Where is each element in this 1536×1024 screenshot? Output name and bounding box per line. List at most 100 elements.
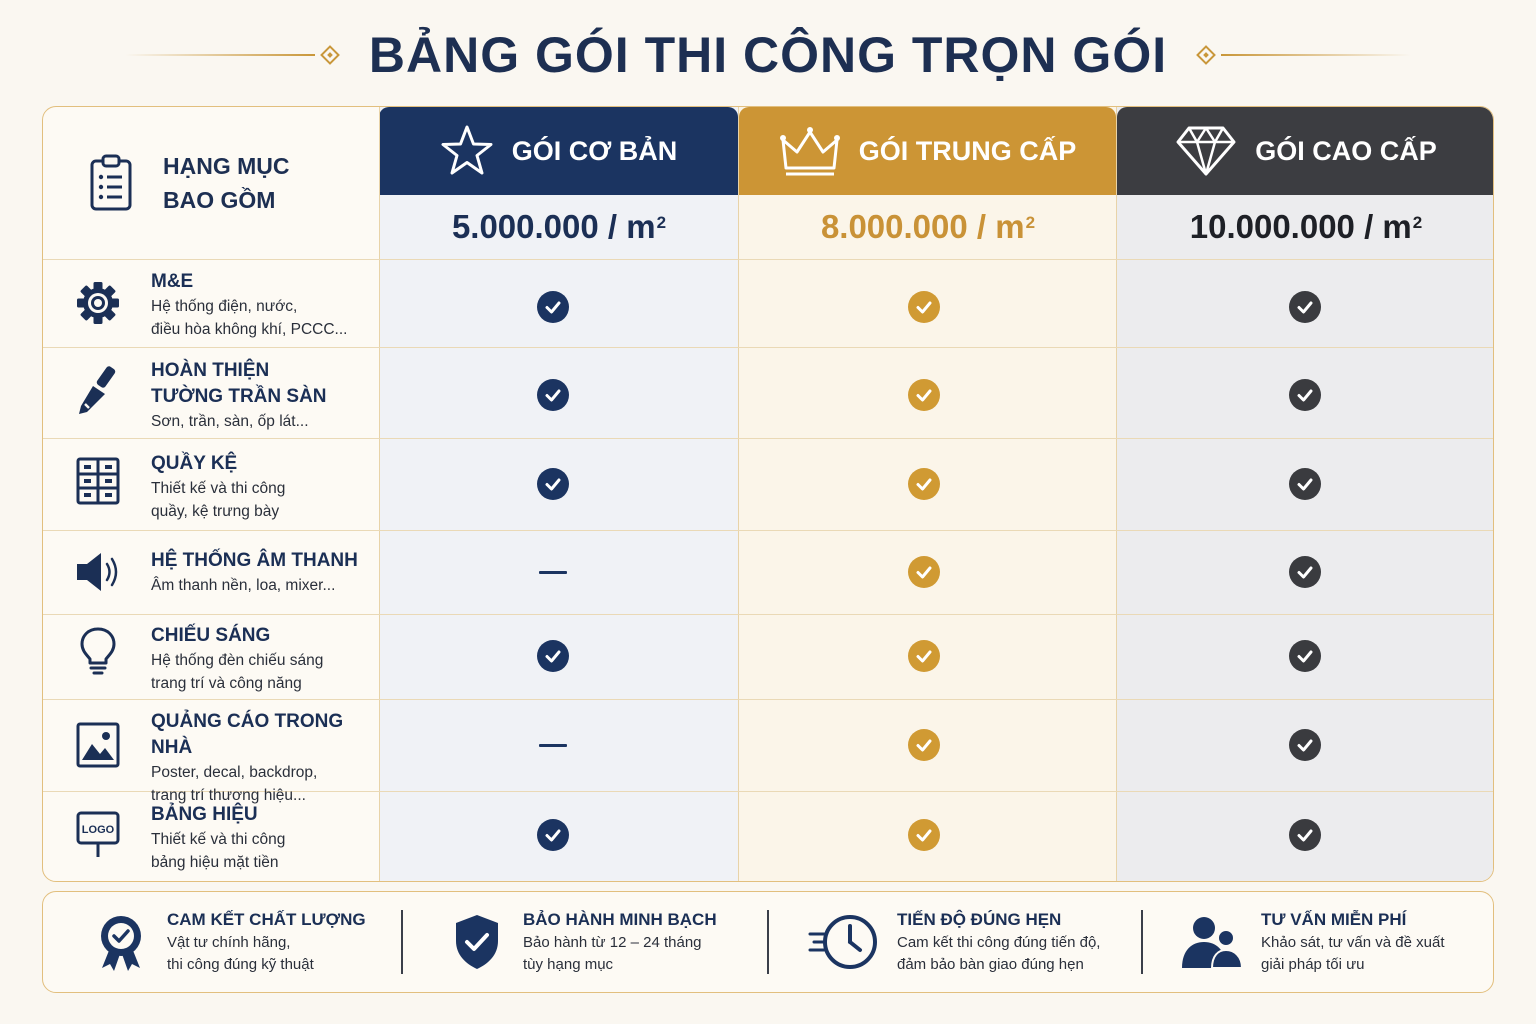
table-row: QUẦY KỆ Thiết kế và thi công quầy, kệ tr… bbox=[43, 438, 1493, 530]
page-title: BẢNG GÓI THI CÔNG TRỌN GÓI bbox=[368, 27, 1168, 83]
row-text: HỆ THỐNG ÂM THANH Âm thanh nền, loa, mix… bbox=[151, 548, 379, 597]
check-icon bbox=[1289, 291, 1321, 323]
commitment-title: TƯ VẤN MIỄN PHÍ bbox=[1261, 910, 1407, 929]
row-description: Hệ thống điện, nước, bbox=[151, 298, 298, 315]
row-description: Thiết kế và thi công bbox=[151, 480, 286, 497]
row-divider bbox=[43, 259, 1493, 260]
commitment-text: TIẾN ĐỘ ĐÚNG HẸN Cam kết thi công đúng t… bbox=[897, 908, 1100, 976]
commitment-description: Cam kết thi công đúng tiến độ, bbox=[897, 934, 1101, 951]
row-description: trang trí và công năng bbox=[151, 675, 302, 692]
clipboard-list-icon bbox=[90, 154, 132, 211]
row-divider bbox=[43, 791, 1493, 792]
check-icon bbox=[537, 640, 569, 672]
package-comparison-table: HẠNG MỤC BAO GỒM GÓI CƠ BẢN GÓI TRUNG CẤ… bbox=[42, 106, 1494, 882]
table-row: CHIẾU SÁNG Hệ thống đèn chiếu sáng trang… bbox=[43, 614, 1493, 699]
check-icon bbox=[537, 379, 569, 411]
commitment-text: BẢO HÀNH MINH BẠCH Bảo hành từ 12 – 24 t… bbox=[523, 908, 717, 976]
row-divider bbox=[43, 699, 1493, 700]
footer-divider bbox=[1141, 910, 1143, 974]
commitment-description: Vật tư chính hãng, bbox=[167, 934, 291, 951]
commitment-text: CAM KẾT CHẤT LƯỢNG Vật tư chính hãng, th… bbox=[167, 908, 366, 976]
row-description: Thiết kế và thi công bbox=[151, 831, 286, 848]
commitment-title: CAM KẾT CHẤT LƯỢNG bbox=[167, 910, 366, 929]
row-title: QUẦY KỆ bbox=[151, 453, 238, 474]
check-icon bbox=[1289, 379, 1321, 411]
commitments-bar: CAM KẾT CHẤT LƯỢNG Vật tư chính hãng, th… bbox=[42, 891, 1494, 993]
commitment-description: Bảo hành từ 12 – 24 tháng bbox=[523, 934, 702, 951]
title-ornament-right bbox=[1191, 45, 1412, 65]
column-divider bbox=[1116, 107, 1117, 881]
shield-check-icon bbox=[447, 912, 507, 972]
footer-divider bbox=[767, 910, 769, 974]
row-title: HOÀN THIỆN bbox=[151, 360, 270, 381]
table-row: HỆ THỐNG ÂM THANH Âm thanh nền, loa, mix… bbox=[43, 530, 1493, 614]
commitment-consulting: TƯ VẤN MIỄN PHÍ Khảo sát, tư vấn và đề x… bbox=[1179, 892, 1445, 992]
check-icon bbox=[908, 640, 940, 672]
speaker-icon bbox=[75, 549, 121, 595]
check-icon bbox=[537, 468, 569, 500]
commitment-title: BẢO HÀNH MINH BẠCH bbox=[523, 910, 717, 929]
table-row: M&E Hệ thống điện, nước, điều hòa không … bbox=[43, 259, 1493, 347]
row-description: quầy, kệ trưng bày bbox=[151, 503, 280, 520]
check-icon bbox=[537, 819, 569, 851]
check-icon bbox=[537, 291, 569, 323]
table-row: LOGO BẢNG HIỆU Thiết kế và thi công bảng… bbox=[43, 791, 1493, 881]
row-text: BẢNG HIỆU Thiết kế và thi công bảng hiệu… bbox=[151, 802, 379, 874]
check-icon bbox=[908, 556, 940, 588]
diamond-icon bbox=[1176, 126, 1236, 176]
row-title: QUẢNG CÁO TRONG NHÀ bbox=[151, 711, 344, 758]
crown-icon bbox=[779, 127, 840, 176]
check-icon bbox=[908, 468, 940, 500]
commitment-warranty: BẢO HÀNH MINH BẠCH Bảo hành từ 12 – 24 t… bbox=[447, 892, 717, 992]
gear-icon bbox=[75, 280, 121, 326]
row-description: Hệ thống đèn chiếu sáng bbox=[151, 652, 324, 669]
row-description: điều hòa không khí, PCCC... bbox=[151, 321, 348, 338]
commitment-description: Khảo sát, tư vấn và đề xuất bbox=[1261, 934, 1445, 951]
table-row: HOÀN THIỆN TƯỜNG TRẦN SÀN Sơn, trần, sàn… bbox=[43, 347, 1493, 438]
commitment-description: tùy hạng mục bbox=[523, 956, 614, 973]
package-header-basic: GÓI CƠ BẢN bbox=[379, 107, 738, 195]
row-description: trang trí thương hiệu... bbox=[151, 787, 306, 804]
check-icon bbox=[908, 291, 940, 323]
logo-sign-icon: LOGO bbox=[75, 811, 121, 857]
row-description: Sơn, trần, sàn, ốp lát... bbox=[151, 413, 309, 430]
row-text: HOÀN THIỆN TƯỜNG TRẦN SÀN Sơn, trần, sàn… bbox=[151, 358, 379, 433]
row-title: CHIẾU SÁNG bbox=[151, 625, 271, 646]
row-text: CHIẾU SÁNG Hệ thống đèn chiếu sáng trang… bbox=[151, 623, 379, 695]
check-icon bbox=[908, 729, 940, 761]
commitment-description: giải pháp tối ưu bbox=[1261, 956, 1365, 973]
not-included-dash bbox=[539, 744, 567, 747]
row-text: M&E Hệ thống điện, nước, điều hòa không … bbox=[151, 269, 379, 341]
consultants-icon bbox=[1179, 912, 1245, 972]
package-header-mid: GÓI TRUNG CẤP bbox=[739, 107, 1116, 195]
logo-sign-text: LOGO bbox=[82, 824, 115, 836]
star-icon bbox=[441, 125, 493, 175]
table-row: QUẢNG CÁO TRONG NHÀ Poster, decal, backd… bbox=[43, 699, 1493, 804]
column-divider bbox=[379, 107, 380, 881]
row-text: QUẦY KỆ Thiết kế và thi công quầy, kệ tr… bbox=[151, 451, 379, 523]
paint-brush-icon bbox=[75, 366, 121, 414]
commitment-description: thi công đúng kỹ thuật bbox=[167, 956, 314, 973]
shelf-icon bbox=[75, 457, 121, 505]
check-icon bbox=[1289, 640, 1321, 672]
award-badge-icon bbox=[91, 912, 151, 972]
check-icon bbox=[908, 379, 940, 411]
row-title: M&E bbox=[151, 271, 194, 292]
lightbulb-icon bbox=[75, 627, 121, 675]
row-description: Âm thanh nền, loa, mixer... bbox=[151, 577, 336, 594]
footer-divider bbox=[401, 910, 403, 974]
row-divider bbox=[43, 614, 1493, 615]
check-icon bbox=[1289, 468, 1321, 500]
row-divider bbox=[43, 530, 1493, 531]
row-text: QUẢNG CÁO TRONG NHÀ Poster, decal, backd… bbox=[151, 709, 379, 807]
title-ornament-left bbox=[124, 45, 345, 65]
row-description: bảng hiệu mặt tiền bbox=[151, 854, 279, 871]
title-bar: BẢNG GÓI THI CÔNG TRỌN GÓI bbox=[0, 22, 1536, 88]
check-icon bbox=[1289, 819, 1321, 851]
row-divider bbox=[43, 347, 1493, 348]
commitment-schedule: TIẾN ĐỘ ĐÚNG HẸN Cam kết thi công đúng t… bbox=[807, 892, 1100, 992]
row-title: TƯỜNG TRẦN SÀN bbox=[151, 386, 327, 407]
row-description: Poster, decal, backdrop, bbox=[151, 764, 318, 781]
